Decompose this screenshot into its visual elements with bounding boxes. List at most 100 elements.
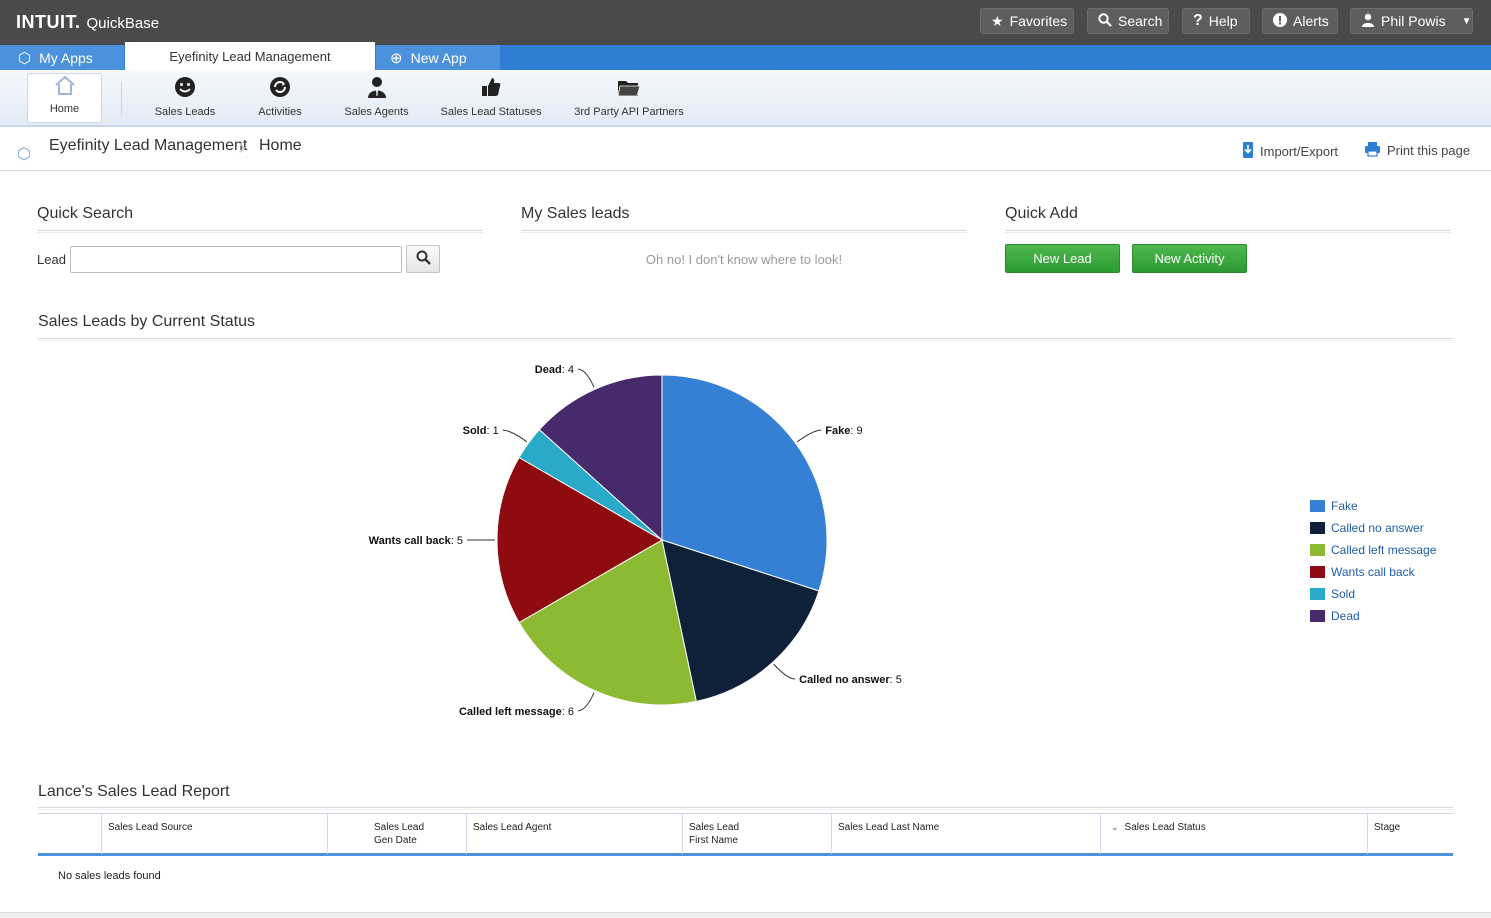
- agent-icon: [366, 76, 388, 102]
- pie-slice-called-left-message[interactable]: [518, 539, 697, 706]
- my-sales-leads-empty-message: Oh no! I don't know where to look!: [645, 252, 843, 267]
- new-activity-button[interactable]: New Activity: [1132, 244, 1247, 273]
- pie-leader-line: [773, 663, 796, 680]
- user-icon: [1361, 13, 1375, 30]
- legend-item-called-no-answer[interactable]: Called no answer: [1310, 517, 1436, 539]
- app-tab-strip: ⬡ My Apps Eyefinity Lead Management ⊕ New …: [0, 42, 1491, 70]
- my-sales-leads-rule: [521, 230, 967, 233]
- pie-data-label: Called no answer: 5: [799, 674, 902, 686]
- column-header-text: Sales Lead Last Name: [838, 822, 940, 833]
- breadcrumb-app[interactable]: Eyefinity Lead Management: [49, 137, 248, 154]
- my-sales-leads-title: My Sales leads: [521, 205, 630, 222]
- refresh-icon: [269, 76, 291, 102]
- nav-sales-lead-statuses[interactable]: Sales Lead Statuses: [437, 70, 545, 125]
- legend-swatch: [1310, 610, 1325, 622]
- pie-slice-wants-call-back[interactable]: [496, 456, 663, 624]
- top-bar: INTUIT. QuickBase ★ Favorites Search ? Help…: [0, 0, 1491, 45]
- pie-slice-fake[interactable]: [661, 374, 828, 592]
- chart-section-rule: [38, 338, 1453, 341]
- column-header-text: Sales Lead: [689, 822, 740, 833]
- column-header-stage[interactable]: Stage: [1367, 814, 1453, 854]
- legend-item-fake[interactable]: Fake: [1310, 495, 1436, 517]
- new-lead-button[interactable]: New Lead: [1005, 244, 1120, 273]
- nav-sales-agents[interactable]: Sales Agents: [339, 70, 414, 125]
- help-label: Help: [1208, 13, 1238, 29]
- column-header-text: Stage: [1374, 822, 1401, 833]
- alerts-button[interactable]: Alerts: [1262, 8, 1338, 34]
- legend-item-dead[interactable]: Dead: [1310, 605, 1436, 627]
- nav-activities-label: Activities: [258, 106, 302, 118]
- help-button[interactable]: ? Help: [1182, 8, 1250, 34]
- report-title: Lance's Sales Lead Report: [38, 783, 230, 800]
- legend-swatch: [1310, 522, 1325, 534]
- user-menu-button[interactable]: Phil Powis ▼: [1350, 8, 1473, 34]
- download-icon: [1242, 141, 1254, 162]
- legend-label: Called left message: [1331, 543, 1437, 557]
- alert-icon: [1273, 12, 1287, 30]
- column-header-first-name[interactable]: Sales Lead First Name: [682, 814, 831, 854]
- pie-leader-line: [502, 429, 528, 443]
- sort-descending-icon: ⌄: [1111, 822, 1119, 832]
- pie-slice-dead[interactable]: [538, 374, 663, 542]
- pie-data-label: Dead: 4: [535, 364, 574, 376]
- nav-api-partners[interactable]: 3rd Party API Partners: [570, 70, 688, 125]
- lead-label: Lead: [37, 252, 66, 267]
- pie-leader-line: [577, 692, 595, 712]
- column-header-text: Sales Lead: [374, 822, 425, 833]
- nav-sales-leads[interactable]: Sales Leads: [150, 70, 220, 125]
- quick-add-rule: [1005, 230, 1451, 233]
- nav-sales-lead-statuses-label: Sales Lead Statuses: [440, 106, 542, 118]
- sales-lead-report-table: Sales Lead Source Sales Lead Gen Date Sa…: [38, 813, 1453, 856]
- breadcrumb-separator-icon: ›: [238, 133, 246, 160]
- report-rule: [38, 807, 1453, 810]
- legend-item-called-left-message[interactable]: Called left message: [1310, 539, 1436, 561]
- pie-data-label: Sold: 1: [463, 425, 499, 437]
- nav-divider: [121, 82, 122, 116]
- import-export-link[interactable]: Import/Export: [1242, 141, 1338, 162]
- home-icon: [54, 75, 76, 99]
- chart-section-title: Sales Leads by Current Status: [38, 313, 256, 330]
- quick-add-title: Quick Add: [1005, 205, 1078, 222]
- column-header-gen-date[interactable]: Sales Lead Gen Date: [327, 814, 466, 854]
- status-pie-chart: Fake: 9 Called no answer: 5 Called left me…: [369, 364, 902, 718]
- smiley-icon: [174, 76, 196, 102]
- column-header-agent[interactable]: Sales Lead Agent: [466, 814, 682, 854]
- column-header-text-line2: Gen Date: [374, 835, 417, 846]
- active-app-label: Eyefinity Lead Management: [169, 48, 331, 64]
- favorites-button[interactable]: ★ Favorites: [980, 8, 1074, 34]
- lead-search-button[interactable]: [406, 245, 440, 273]
- column-header-sorted: ⌄ Sales Lead Status: [1107, 821, 1367, 834]
- legend-label: Fake: [1331, 499, 1358, 513]
- question-icon: ?: [1193, 12, 1203, 29]
- nav-home-label: Home: [49, 103, 80, 115]
- favorites-label: Favorites: [1009, 13, 1068, 29]
- search-label: Search: [1118, 13, 1163, 29]
- nav-home[interactable]: Home: [27, 73, 102, 123]
- column-header-status[interactable]: ⌄ Sales Lead Status: [1100, 814, 1367, 854]
- my-apps-label: My Apps: [39, 49, 93, 66]
- column-header-last-name[interactable]: Sales Lead Last Name: [831, 814, 1100, 854]
- magnifier-icon: [416, 250, 431, 269]
- column-header-source[interactable]: Sales Lead Source: [101, 814, 327, 854]
- cube-icon: ⬡: [18, 49, 32, 67]
- nav-activities[interactable]: Activities: [250, 70, 310, 125]
- pie-slice-called-no-answer[interactable]: [661, 539, 820, 702]
- nav-api-partners-label: 3rd Party API Partners: [574, 106, 684, 118]
- lead-search-input[interactable]: [70, 246, 402, 273]
- legend-swatch: [1310, 566, 1325, 578]
- new-app-tab[interactable]: ⊕ New App: [376, 45, 500, 70]
- print-page-label: Print this page: [1387, 143, 1471, 158]
- quickbase-logo[interactable]: INTUIT. QuickBase: [16, 12, 159, 33]
- report-empty-message: No sales leads found: [58, 870, 161, 882]
- column-header-text: Sales Lead Agent: [473, 822, 552, 833]
- active-app-tab[interactable]: Eyefinity Lead Management: [125, 42, 375, 70]
- search-button[interactable]: Search: [1087, 8, 1169, 34]
- my-apps-tab[interactable]: ⬡ My Apps: [0, 45, 124, 70]
- pie-data-label: Wants call back: 5: [369, 535, 463, 547]
- legend-label: Dead: [1331, 609, 1360, 623]
- legend-item-sold[interactable]: Sold: [1310, 583, 1436, 605]
- star-icon: ★: [991, 12, 1004, 29]
- print-page-link[interactable]: Print this page: [1364, 141, 1470, 160]
- legend-item-wants-call-back[interactable]: Wants call back: [1310, 561, 1436, 583]
- legend-swatch: [1310, 588, 1325, 600]
